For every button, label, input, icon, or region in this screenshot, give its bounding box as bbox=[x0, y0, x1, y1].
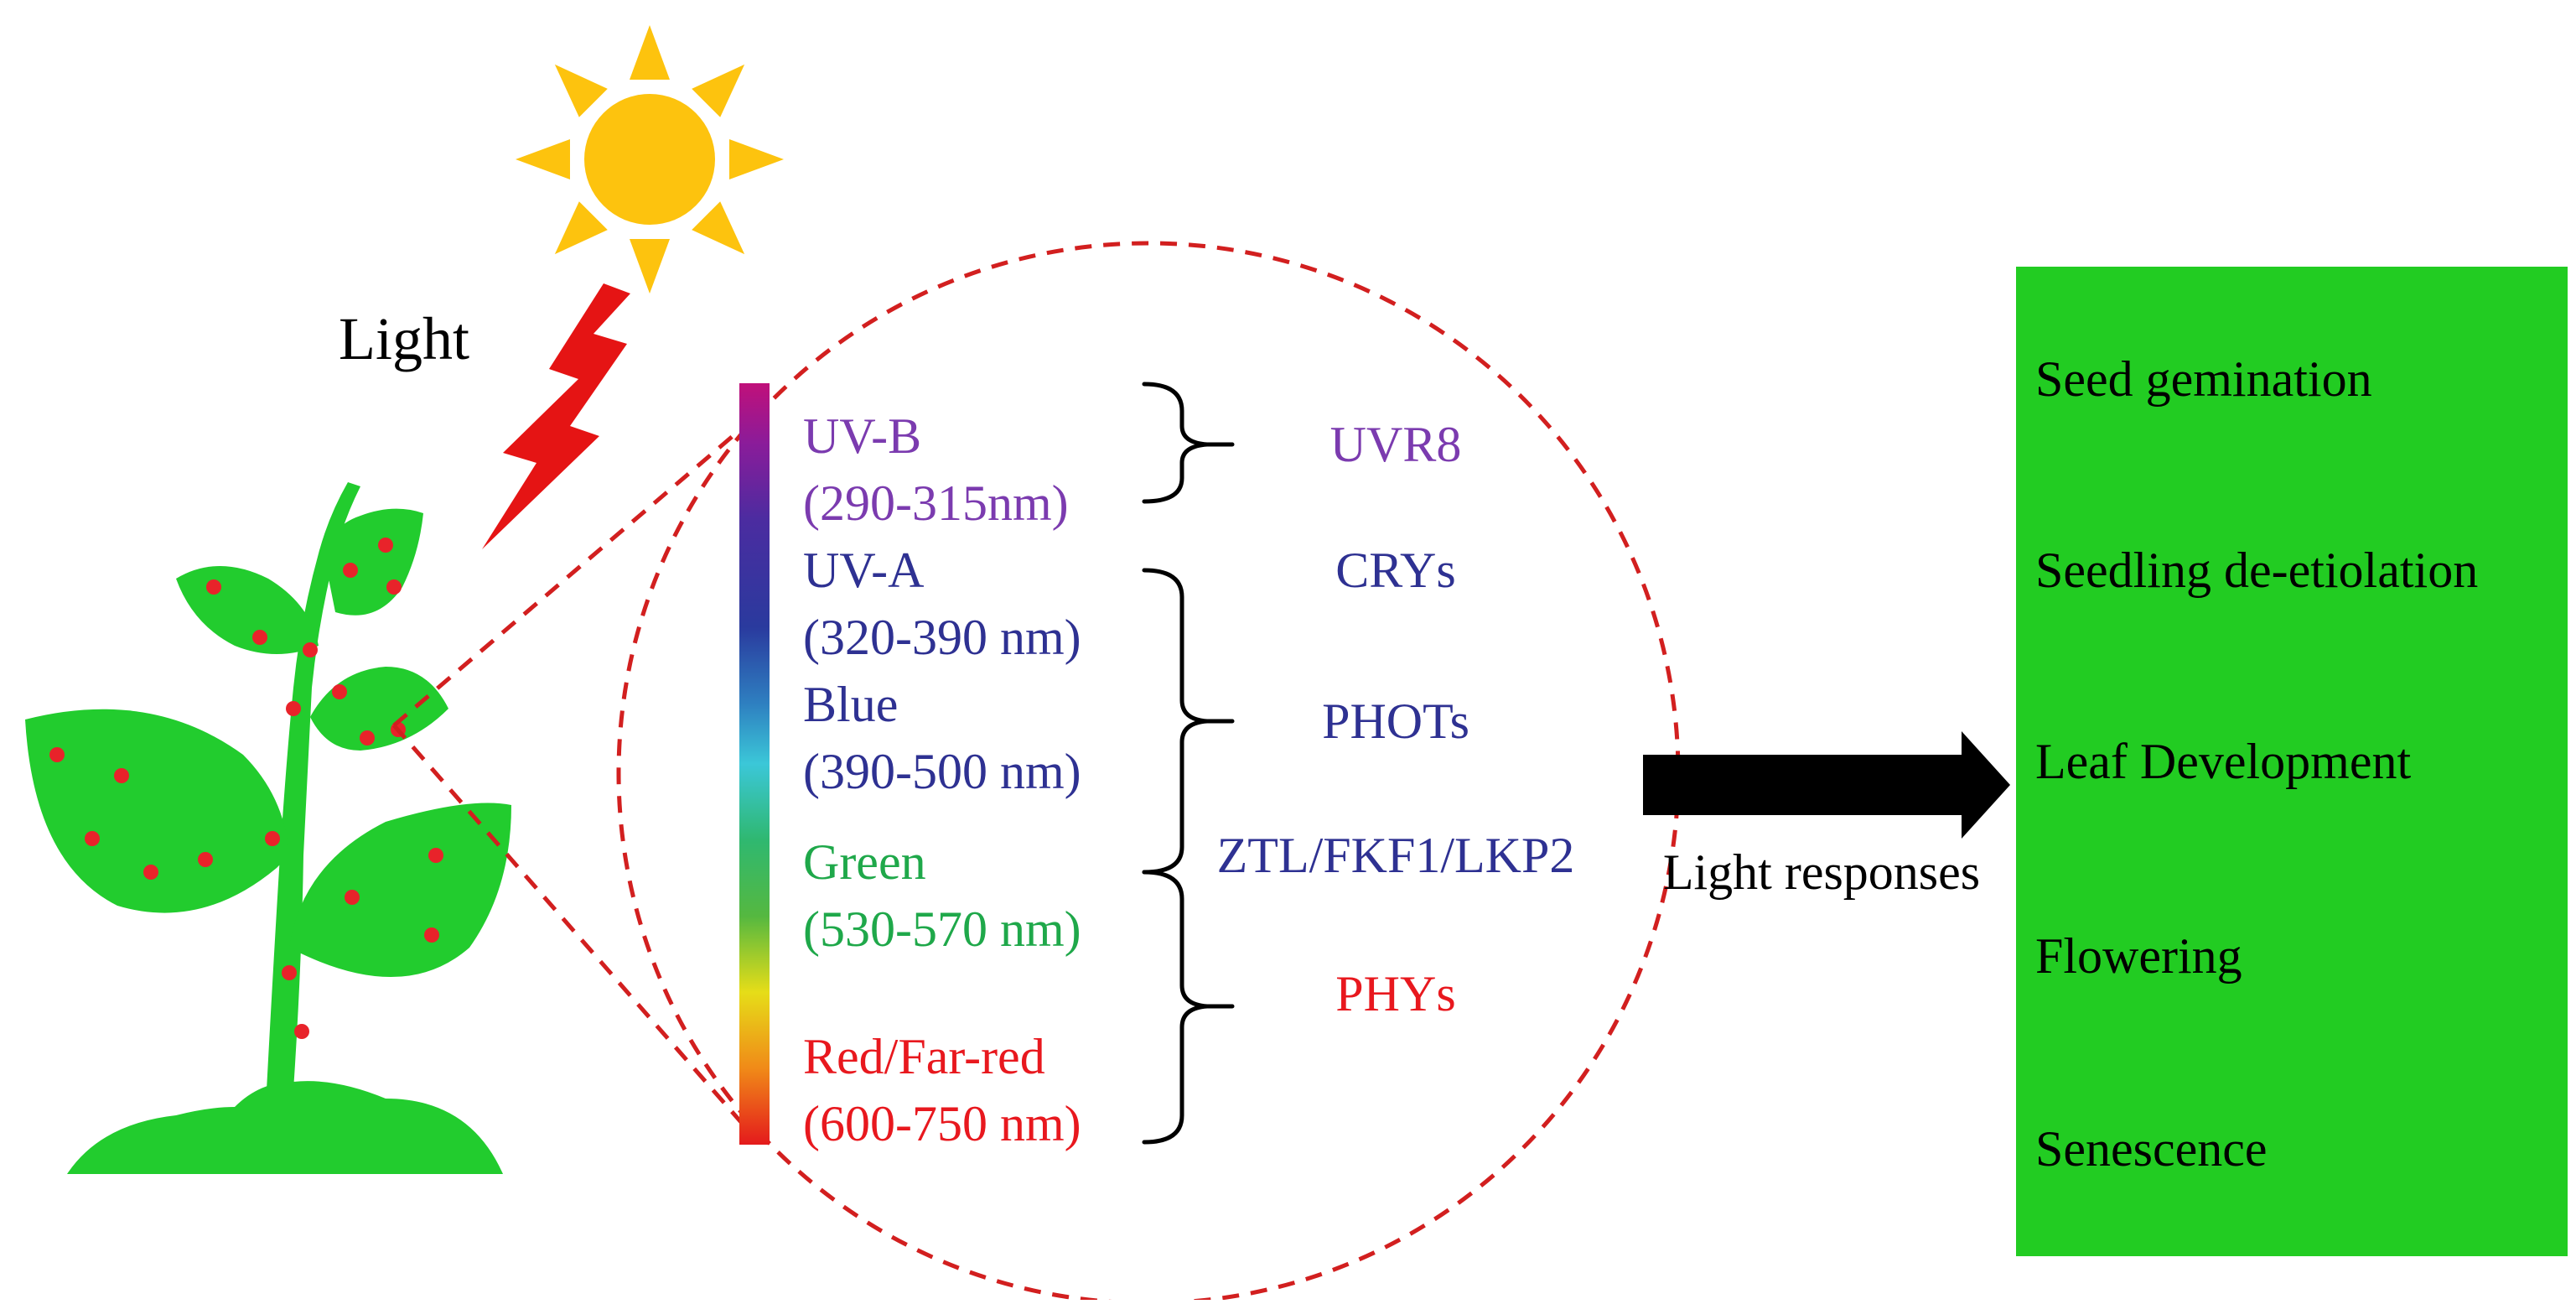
light-label: Light bbox=[339, 305, 469, 372]
responses-list: Seed gemination Seedling de-etiolation L… bbox=[2035, 351, 2478, 1177]
plant-leaf bbox=[310, 667, 448, 751]
spectrum-bar bbox=[739, 383, 770, 1145]
photoreceptor-labels: UVR8 CRYs PHOTs ZTL/FKF1/LKP2 PHYs bbox=[1217, 417, 1575, 1021]
sun-disc bbox=[584, 94, 715, 225]
photoreceptor-ztl-fkf1-lkp2: ZTL/FKF1/LKP2 bbox=[1217, 828, 1575, 883]
spectrum-label-green-name: Green bbox=[803, 834, 926, 890]
responses-panel bbox=[2016, 267, 2568, 1256]
sun-ray bbox=[692, 201, 745, 255]
plant-stem bbox=[267, 482, 360, 1090]
sun-ray bbox=[630, 25, 670, 80]
response-item: Seed gemination bbox=[2035, 351, 2372, 407]
spectrum-label-uvb-range: (290-315nm) bbox=[803, 475, 1069, 531]
plant-leaf bbox=[25, 709, 289, 913]
arrow-icon bbox=[1643, 731, 2010, 839]
spectrum-label-blue-range: (390-500 nm) bbox=[803, 744, 1081, 799]
brace-uvb bbox=[1142, 382, 1235, 504]
spectrum-label-uva-name: UV-A bbox=[803, 543, 924, 598]
braces bbox=[1142, 382, 1235, 1145]
photoreceptor-uvr8: UVR8 bbox=[1330, 417, 1462, 472]
spectrum-label-uva-range: (320-390 nm) bbox=[803, 610, 1081, 665]
response-item: Senescence bbox=[2035, 1121, 2268, 1177]
plant-icon bbox=[25, 482, 511, 1174]
response-item: Seedling de-etiolation bbox=[2035, 543, 2478, 598]
brace-red bbox=[1142, 870, 1235, 1145]
response-item: Flowering bbox=[2035, 928, 2242, 984]
sun-icon bbox=[516, 25, 784, 294]
spectrum-labels: UV-B (290-315nm) UV-A (320-390 nm) Blue … bbox=[803, 408, 1081, 1151]
spectrum-label-uvb-name: UV-B bbox=[803, 408, 921, 464]
sun-ray bbox=[692, 64, 745, 117]
sun-ray bbox=[554, 201, 608, 255]
spectrum-label-red-name: Red/Far-red bbox=[803, 1029, 1045, 1084]
sun-ray bbox=[729, 139, 784, 179]
photoreceptor-phots: PHOTs bbox=[1322, 694, 1469, 749]
spectrum-label-blue-name: Blue bbox=[803, 677, 898, 732]
sun-ray bbox=[630, 239, 670, 294]
photoreceptor-crys: CRYs bbox=[1335, 543, 1455, 598]
photoreceptor-phys: PHYs bbox=[1335, 966, 1455, 1021]
plant-leaf bbox=[289, 803, 511, 977]
sun-ray bbox=[516, 139, 570, 179]
spectrum-label-green-range: (530-570 nm) bbox=[803, 901, 1081, 957]
plant-ground bbox=[67, 1081, 503, 1174]
sun-ray bbox=[554, 64, 608, 117]
response-item: Leaf Development bbox=[2035, 734, 2411, 789]
brace-blue bbox=[1142, 568, 1235, 875]
spectrum-label-red-range: (600-750 nm) bbox=[803, 1096, 1081, 1151]
arrow-label: Light responses bbox=[1663, 844, 1980, 900]
plant-leaf bbox=[176, 566, 319, 654]
lightning-bolt-icon bbox=[482, 283, 630, 549]
